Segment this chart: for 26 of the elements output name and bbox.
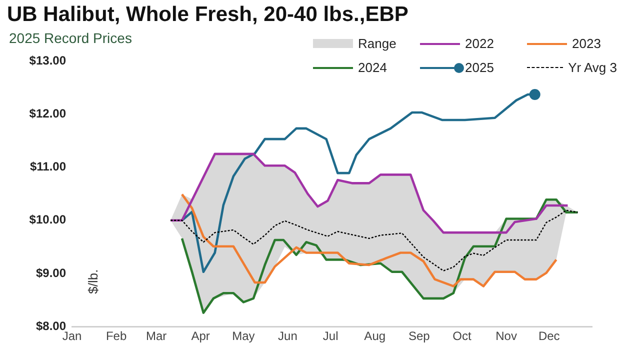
y-tick-label: $9.00 [36, 266, 66, 280]
legend-label: 2024 [358, 60, 387, 75]
x-tick-label: Dec [538, 329, 560, 344]
x-tick-label: Jun [278, 329, 298, 344]
legend-label: 2022 [465, 36, 494, 51]
x-tick-label: May [232, 329, 255, 344]
legend-label: Yr Avg 3 [568, 60, 617, 75]
y-tick-label: $10.00 [29, 212, 66, 227]
x-tick-label: Jul [322, 329, 338, 344]
legend-label: Range [358, 36, 396, 51]
line-series [170, 210, 578, 272]
chart-title: UB Halibut, Whole Fresh, 20-40 lbs.,EBP [7, 3, 408, 27]
x-tick-label: Apr [191, 329, 210, 344]
x-tick-label: Sep [408, 329, 430, 344]
x-tick-label: Feb [106, 329, 127, 344]
legend-label: 2025 [465, 60, 494, 75]
x-tick-label: Nov [496, 329, 517, 344]
y-tick-label: $11.00 [30, 160, 66, 174]
x-tick-label: Aug [364, 329, 386, 344]
chart-subtitle: 2025 Record Prices [9, 30, 132, 46]
y-tick-label: $13.00 [29, 53, 66, 68]
x-tick-label: Oct [452, 329, 472, 344]
y-tick-label: $12.00 [29, 106, 66, 120]
legend-label: 2023 [572, 36, 601, 51]
x-tick-label: Mar [146, 329, 167, 344]
y-axis-title: $/lb. [86, 269, 101, 294]
